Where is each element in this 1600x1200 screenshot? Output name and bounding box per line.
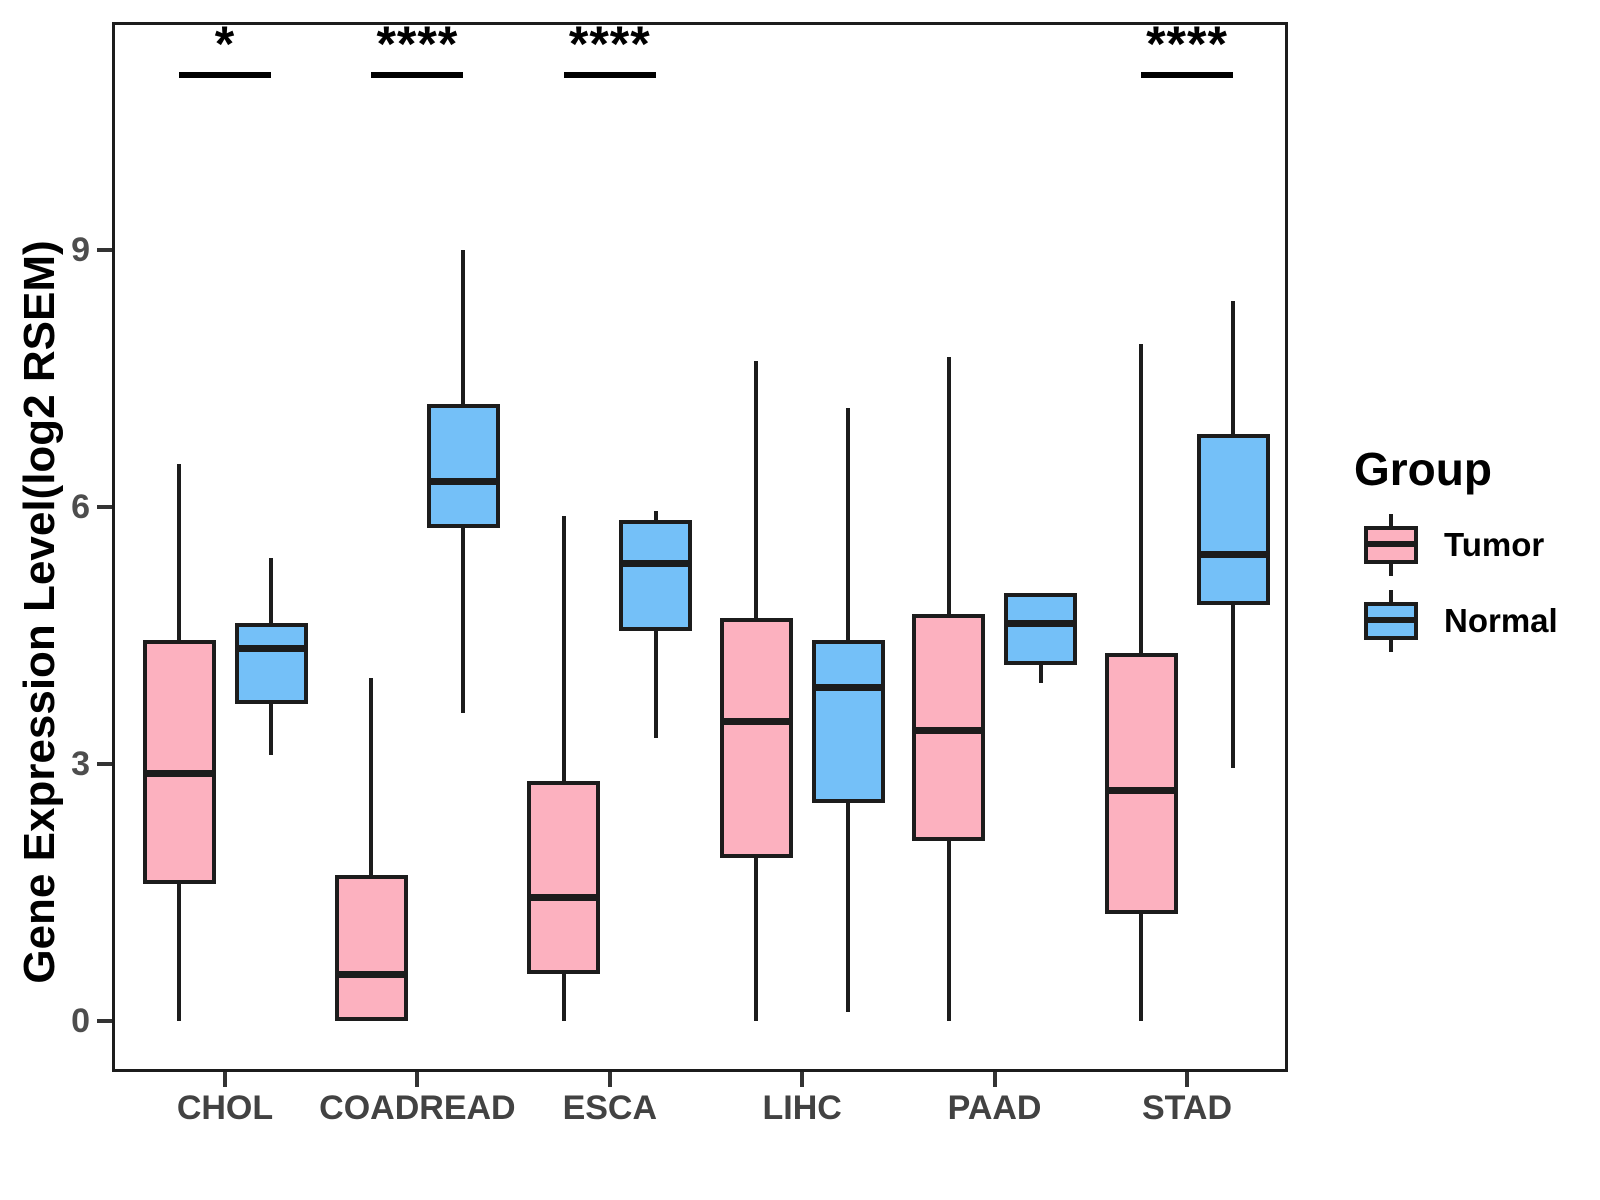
significance-stars: **** bbox=[568, 16, 651, 72]
box-tumor bbox=[1104, 652, 1178, 914]
x-tick-label: LIHC bbox=[762, 1089, 842, 1127]
box-normal bbox=[426, 404, 500, 529]
median-line-normal bbox=[811, 683, 885, 691]
x-tick-mark bbox=[1185, 1072, 1189, 1087]
median-line-tumor bbox=[1104, 786, 1178, 794]
legend-key-median bbox=[1364, 617, 1418, 623]
significance-stars: **** bbox=[1146, 16, 1228, 72]
y-tick-label: 6 bbox=[71, 487, 90, 526]
median-line-normal bbox=[619, 559, 693, 567]
legend-key-median bbox=[1364, 541, 1418, 547]
box-normal bbox=[1004, 592, 1078, 666]
legend-title: Group bbox=[1354, 443, 1492, 495]
whisker-tumor bbox=[369, 678, 374, 1021]
box-tumor bbox=[142, 639, 216, 884]
x-tick-label: ESCA bbox=[562, 1089, 658, 1127]
x-tick-label: STAD bbox=[1141, 1089, 1233, 1127]
legend-entry-label: Tumor bbox=[1444, 526, 1545, 563]
y-tick-label: 9 bbox=[71, 230, 90, 269]
y-axis-title: Gene Expression Level(log2 RSEM) bbox=[15, 240, 64, 984]
whisker-tumor bbox=[561, 515, 566, 1021]
median-line-normal bbox=[426, 478, 500, 486]
box-tumor bbox=[719, 618, 793, 859]
x-tick-mark bbox=[607, 1072, 612, 1087]
x-tick-mark bbox=[415, 1072, 420, 1087]
x-tick-mark bbox=[223, 1072, 227, 1087]
significance-stars: **** bbox=[376, 16, 459, 72]
median-line-tumor bbox=[719, 718, 793, 726]
box-normal bbox=[619, 519, 693, 632]
x-tick-label: CHOL bbox=[176, 1089, 274, 1127]
box-tumor bbox=[527, 781, 601, 974]
significance-bar bbox=[371, 72, 464, 78]
box-normal bbox=[811, 639, 885, 803]
median-line-normal bbox=[1004, 619, 1078, 627]
median-line-tumor bbox=[142, 769, 216, 777]
legend-entry-label: Normal bbox=[1444, 602, 1558, 639]
median-line-tumor bbox=[527, 893, 601, 901]
y-tick-mark bbox=[97, 247, 112, 252]
significance-stars: * bbox=[214, 16, 236, 72]
box-normal bbox=[1196, 434, 1270, 606]
y-tick-label: 0 bbox=[71, 1002, 90, 1040]
median-line-tumor bbox=[334, 970, 408, 978]
y-tick-mark bbox=[97, 1019, 112, 1023]
significance-bar bbox=[563, 72, 656, 78]
box-normal bbox=[234, 622, 308, 704]
x-tick-label: PAAD bbox=[947, 1089, 1042, 1127]
box-tumor bbox=[334, 875, 408, 1021]
median-line-normal bbox=[1196, 551, 1270, 559]
y-tick-mark bbox=[97, 761, 112, 766]
x-tick-mark bbox=[800, 1072, 805, 1087]
x-tick-label: COADREAD bbox=[319, 1089, 516, 1127]
significance-bar bbox=[179, 72, 271, 78]
y-tick-mark bbox=[97, 504, 112, 509]
median-line-normal bbox=[234, 645, 308, 653]
x-tick-mark bbox=[992, 1072, 997, 1087]
y-tick-label: 3 bbox=[71, 744, 90, 783]
plot-panel bbox=[112, 22, 1288, 1072]
median-line-tumor bbox=[912, 726, 986, 734]
significance-bar bbox=[1141, 72, 1233, 78]
